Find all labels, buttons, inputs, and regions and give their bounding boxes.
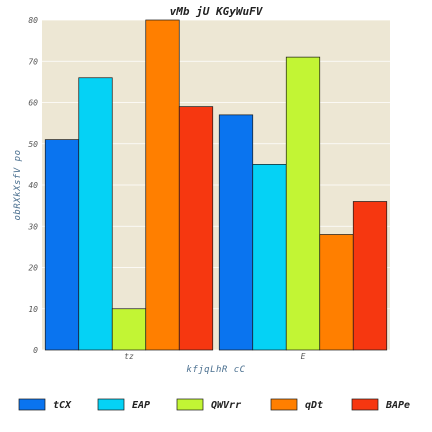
- y-tick-label: 40: [28, 181, 38, 190]
- bar-QWVrr-tz: [111, 308, 147, 351]
- x-tick-label: tz: [124, 352, 134, 361]
- bar-EAP-tz: [78, 77, 113, 351]
- y-tick-label: 80: [28, 16, 38, 25]
- x-tick-labels: tz E: [124, 352, 305, 361]
- bar-EAP-E: [252, 164, 287, 351]
- legend-label: EAP: [132, 400, 150, 411]
- bar-BAPe-E: [352, 201, 388, 351]
- x-axis-label: kfjqLhR cC: [186, 365, 245, 375]
- legend-label: QWVrr: [211, 400, 241, 411]
- bar-tCX-tz: [44, 139, 80, 351]
- y-tick-label: 50: [28, 140, 38, 149]
- bar-qDt-tz: [145, 19, 180, 351]
- legend-label: tCX: [53, 400, 72, 411]
- legend: tCX EAP QWVrr qDt BAPe: [18, 398, 410, 411]
- y-tick-label: 60: [28, 99, 38, 108]
- bar-BAPe-tz: [178, 106, 214, 351]
- bars: [44, 19, 388, 351]
- bar-tCX-E: [218, 114, 254, 351]
- y-axis-label: obRXkXsfV po: [13, 149, 23, 220]
- legend-swatch: [18, 398, 46, 411]
- y-tick-labels: 0 10 20 30 40 50 60 70 80: [27, 16, 38, 355]
- legend-swatch: [270, 398, 298, 411]
- legend-swatch: [97, 398, 125, 411]
- legend-swatch: [176, 398, 204, 411]
- bar-qDt-E: [319, 234, 354, 351]
- y-tick-label: 20: [28, 264, 38, 273]
- legend-label: qDt: [305, 400, 323, 411]
- y-tick-label: 70: [28, 57, 38, 66]
- y-tick-label: 10: [28, 305, 38, 314]
- legend-label: BAPe: [385, 400, 410, 411]
- legend-swatch: [351, 398, 379, 411]
- bar-QWVrr-E: [285, 56, 321, 351]
- y-tick-label: 0: [33, 346, 38, 355]
- y-tick-label: 30: [27, 222, 38, 231]
- chart-title: vMb jU KGyWuFV: [170, 5, 264, 18]
- x-tick-label: E: [301, 352, 306, 361]
